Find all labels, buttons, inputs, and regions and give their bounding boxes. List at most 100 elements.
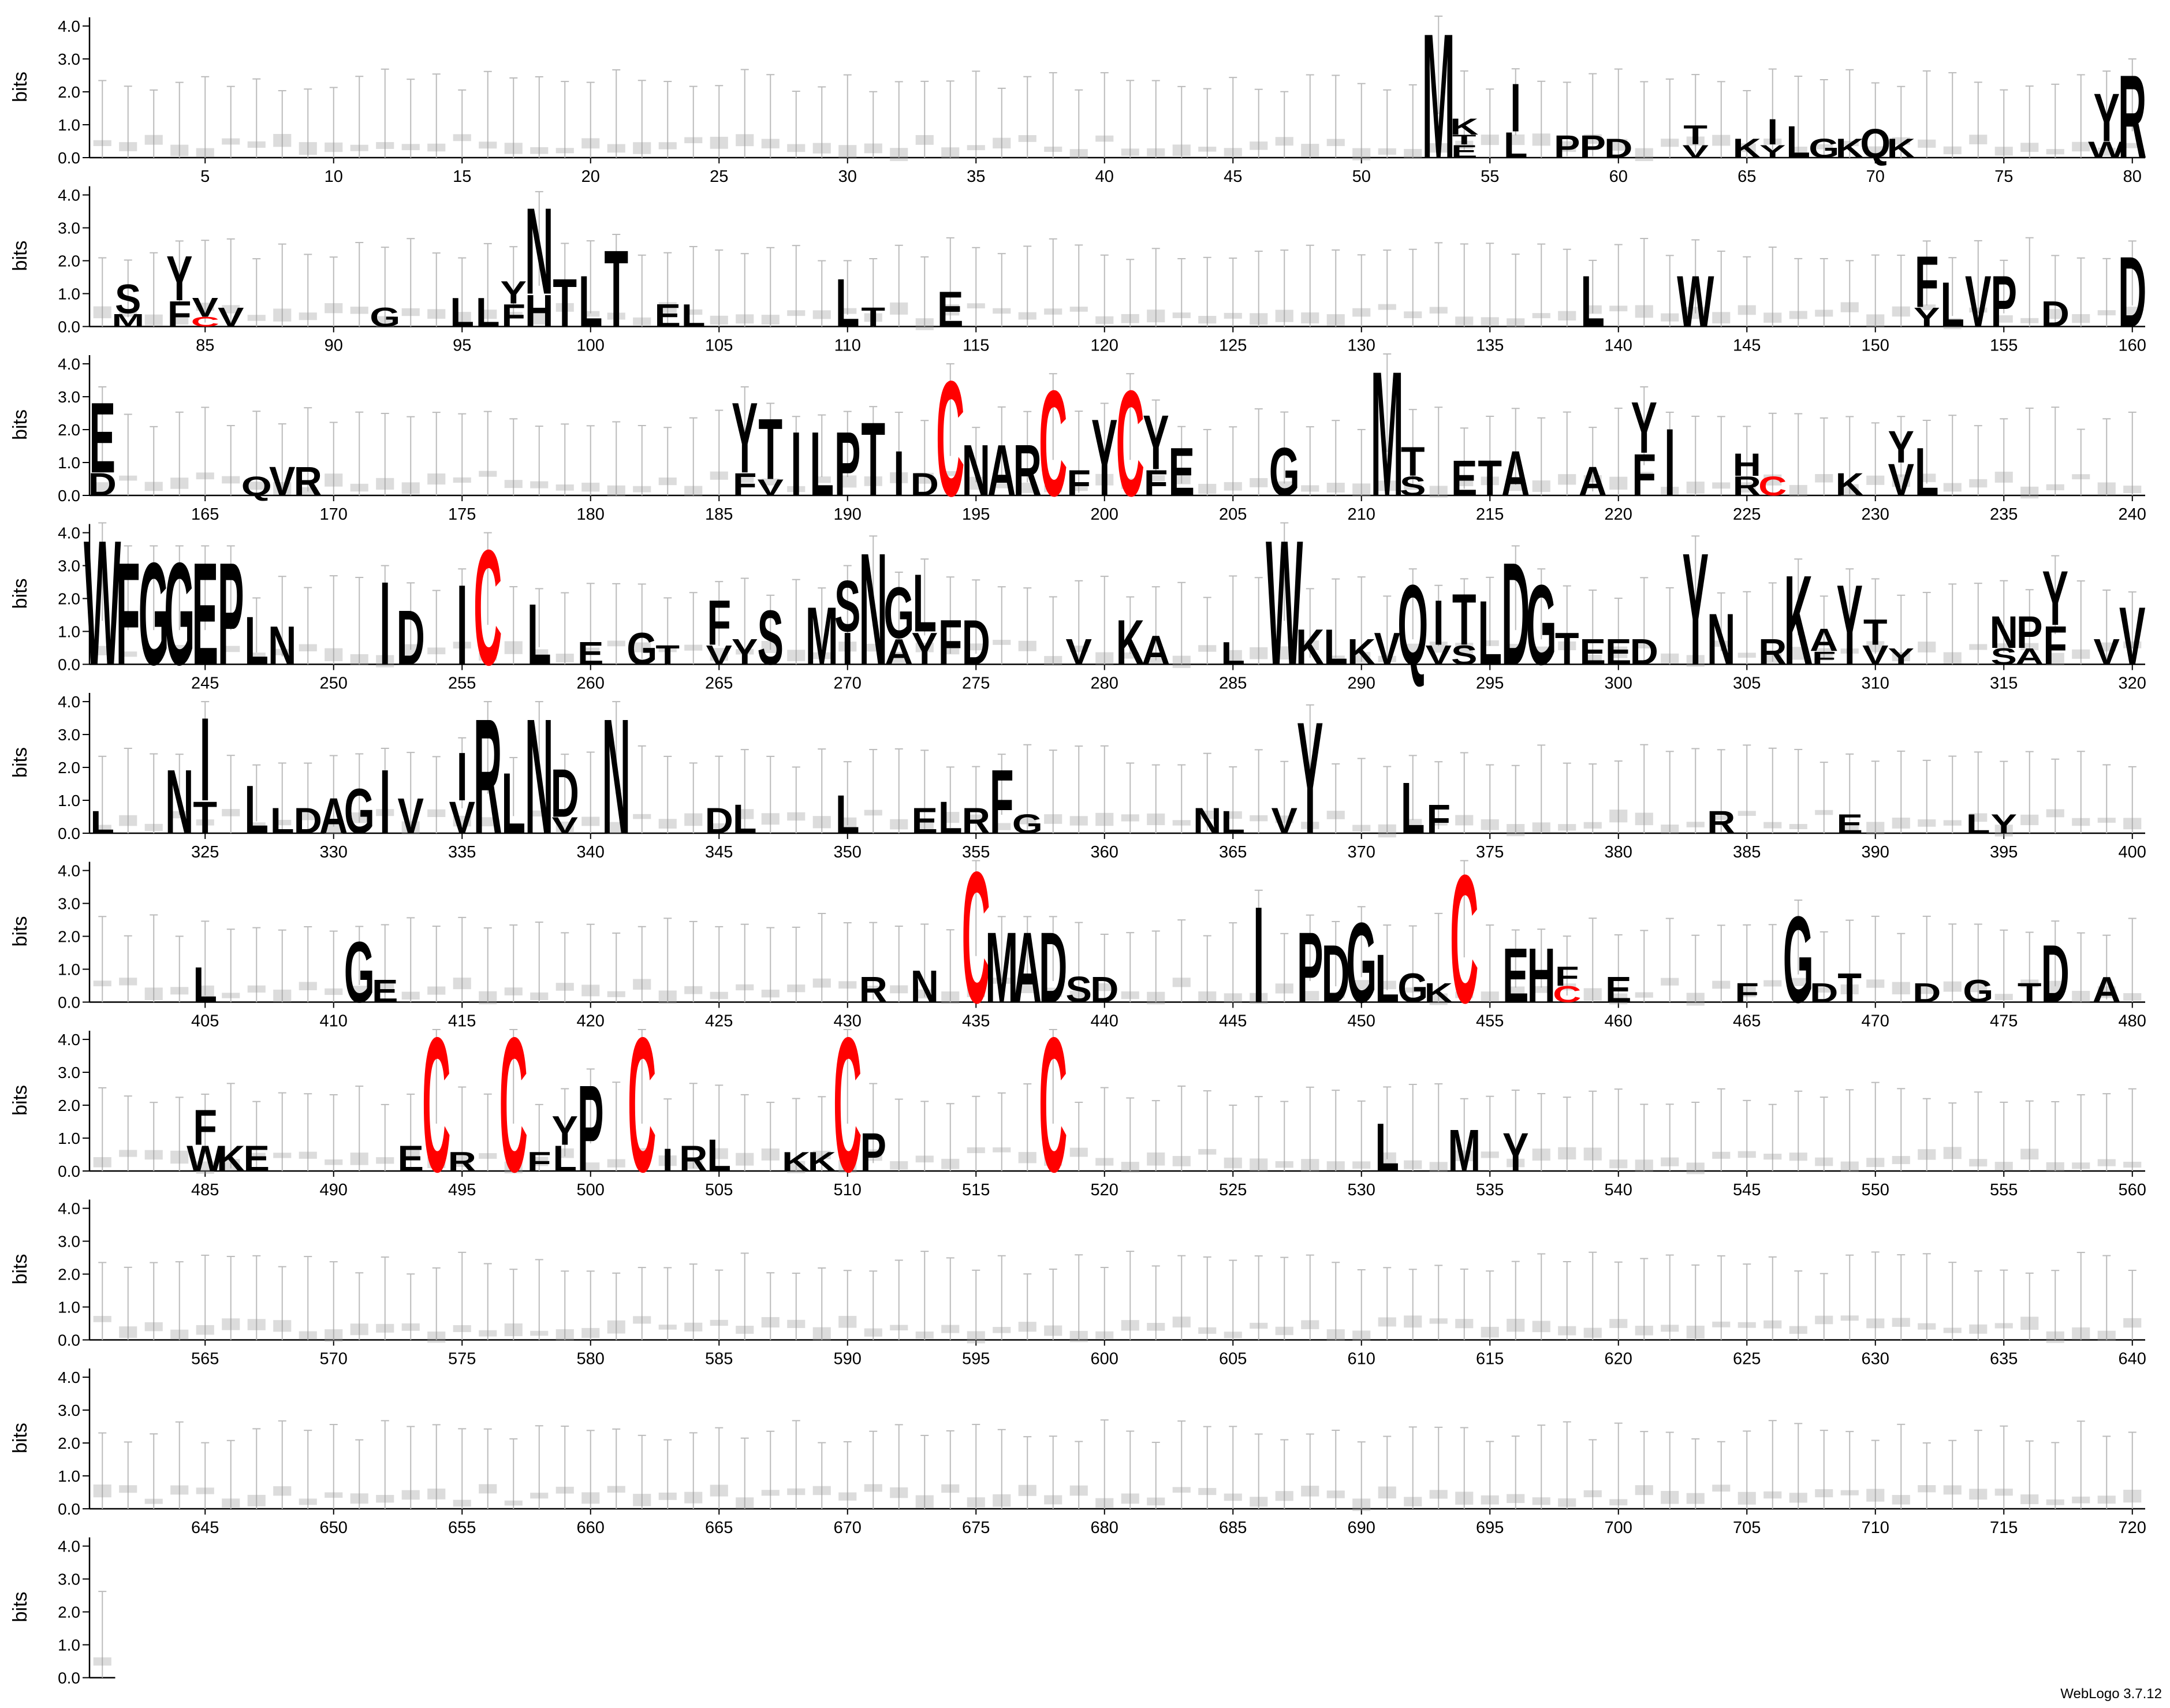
residue-F-pos-97: F (501, 298, 525, 334)
residue-N-pos-98: N (525, 182, 553, 320)
low-info-residues (1789, 311, 1807, 319)
y-tick-label: 3.0 (58, 557, 80, 575)
low-info-residues (1044, 987, 1062, 997)
residue-C-pos-494: C (422, 997, 450, 1211)
low-info-residues (1481, 991, 1499, 1002)
low-info-residues (273, 1320, 292, 1332)
low-info-residues (915, 989, 934, 999)
low-info-residues (273, 308, 292, 322)
low-info-residues (1404, 643, 1422, 655)
low-info-residues (1301, 1486, 1319, 1497)
residue-V-pos-335: V (449, 792, 475, 843)
low-info-residues (1789, 146, 1807, 154)
residue-L-pos-321: L (90, 805, 114, 841)
x-tick-label: 70 (1866, 167, 1885, 186)
low-info-residues (1172, 312, 1191, 318)
x-tick-label: 280 (1091, 674, 1118, 693)
residue-L-pos-350: L (836, 784, 860, 845)
residue-L-pos-295: L (1478, 582, 1502, 684)
residue-E-pos-493: E (398, 1138, 424, 1179)
low-info-residues (247, 141, 266, 148)
residue-E-pos-460: E (1605, 969, 1631, 1010)
low-info-residues (2020, 318, 2039, 323)
low-info-residues (967, 145, 985, 151)
y-tick-label: 1.0 (58, 285, 80, 303)
low-info-residues (504, 1500, 523, 1506)
residue-L-pos-289: L (1323, 618, 1348, 675)
residue-M-pos-211: M (1371, 335, 1404, 534)
low-info-residues (1738, 1151, 1756, 1158)
low-info-residues (427, 473, 446, 485)
low-info-residues (1866, 1318, 1885, 1329)
x-tick-label: 235 (1990, 505, 2018, 524)
low-info-residues (1481, 135, 1499, 146)
low-info-residues (761, 813, 780, 825)
low-info-residues (581, 1162, 600, 1171)
residue-F-pos-186: F (733, 467, 757, 503)
low-info-residues (1378, 980, 1396, 990)
y-tick-label: 3.0 (58, 50, 80, 68)
low-info-residues (1095, 135, 1114, 142)
low-info-residues (1943, 318, 1962, 330)
low-info-residues (93, 140, 111, 146)
low-info-residues (555, 983, 574, 991)
low-info-residues (1969, 1489, 1988, 1500)
y-tick-label: 4.0 (58, 1368, 80, 1386)
low-info-residues (427, 986, 446, 995)
residue-T-pos-54: T (1452, 132, 1477, 148)
residue-N-pos-433: N (911, 961, 939, 1012)
low-info-residues (684, 986, 703, 994)
residue-E-pos-114: E (937, 281, 963, 337)
low-info-residues (890, 302, 908, 315)
y-tick-label: 3.0 (58, 1401, 80, 1419)
residue-D-pos-193: D (911, 467, 939, 503)
residue-F-pos-317: F (2043, 614, 2067, 676)
low-info-residues (1352, 148, 1371, 161)
residue-I-pos-255: I (457, 562, 468, 689)
low-info-residues (1609, 810, 1628, 823)
low-info-residues (350, 1493, 368, 1504)
y-tick-label: 1.0 (58, 454, 80, 472)
low-info-residues (2123, 993, 2142, 1001)
low-info-residues (890, 148, 908, 161)
low-info-residues (787, 650, 806, 662)
y-tick-label: 2.0 (58, 83, 80, 101)
low-info-residues (479, 991, 497, 1005)
low-info-residues (1481, 317, 1499, 326)
low-info-residues (2020, 1148, 2039, 1160)
low-info-residues (1840, 984, 1859, 994)
residue-K-pos-307: K (1784, 549, 1813, 691)
residue-Y-pos-368: Y (1297, 688, 1323, 867)
low-info-residues (1121, 1320, 1139, 1331)
low-info-residues (325, 648, 343, 662)
low-info-residues (1969, 1159, 1988, 1167)
low-info-residues (196, 652, 214, 661)
residue-A-pos-308: A (1810, 623, 1838, 659)
low-info-residues (1404, 1497, 1422, 1506)
residue-N-pos-271: N (859, 519, 888, 698)
residue-C-pos-256: C (473, 515, 502, 699)
residue-V-pos-154: V (1965, 260, 1992, 342)
residue-Y-pos-186: Y (732, 382, 758, 494)
x-tick-label: 45 (1224, 167, 1242, 186)
residue-D-pos-449: D (1322, 928, 1350, 1020)
residue-D-pos-296: D (1501, 532, 1530, 696)
low-info-residues (1712, 1321, 1731, 1327)
low-info-residues (1994, 825, 2013, 837)
residue-V-pos-279: V (1066, 631, 1093, 672)
residue-L-pos-372: L (1401, 767, 1425, 849)
low-info-residues (1429, 1490, 1448, 1499)
x-tick-label: 305 (1733, 674, 1761, 693)
residue-L-pos-258: L (527, 586, 551, 683)
low-info-residues (1815, 648, 1833, 661)
x-tick-label: 480 (2119, 1012, 2146, 1031)
low-info-residues (1661, 978, 1679, 986)
low-info-residues (1840, 648, 1859, 654)
low-info-residues (864, 986, 882, 992)
low-info-residues (1532, 133, 1550, 146)
low-info-residues (1378, 148, 1396, 155)
residue-S-pos-270: S (834, 565, 860, 647)
low-info-residues (427, 1157, 446, 1168)
low-info-residues (1918, 473, 1936, 482)
low-info-residues (1224, 148, 1242, 156)
